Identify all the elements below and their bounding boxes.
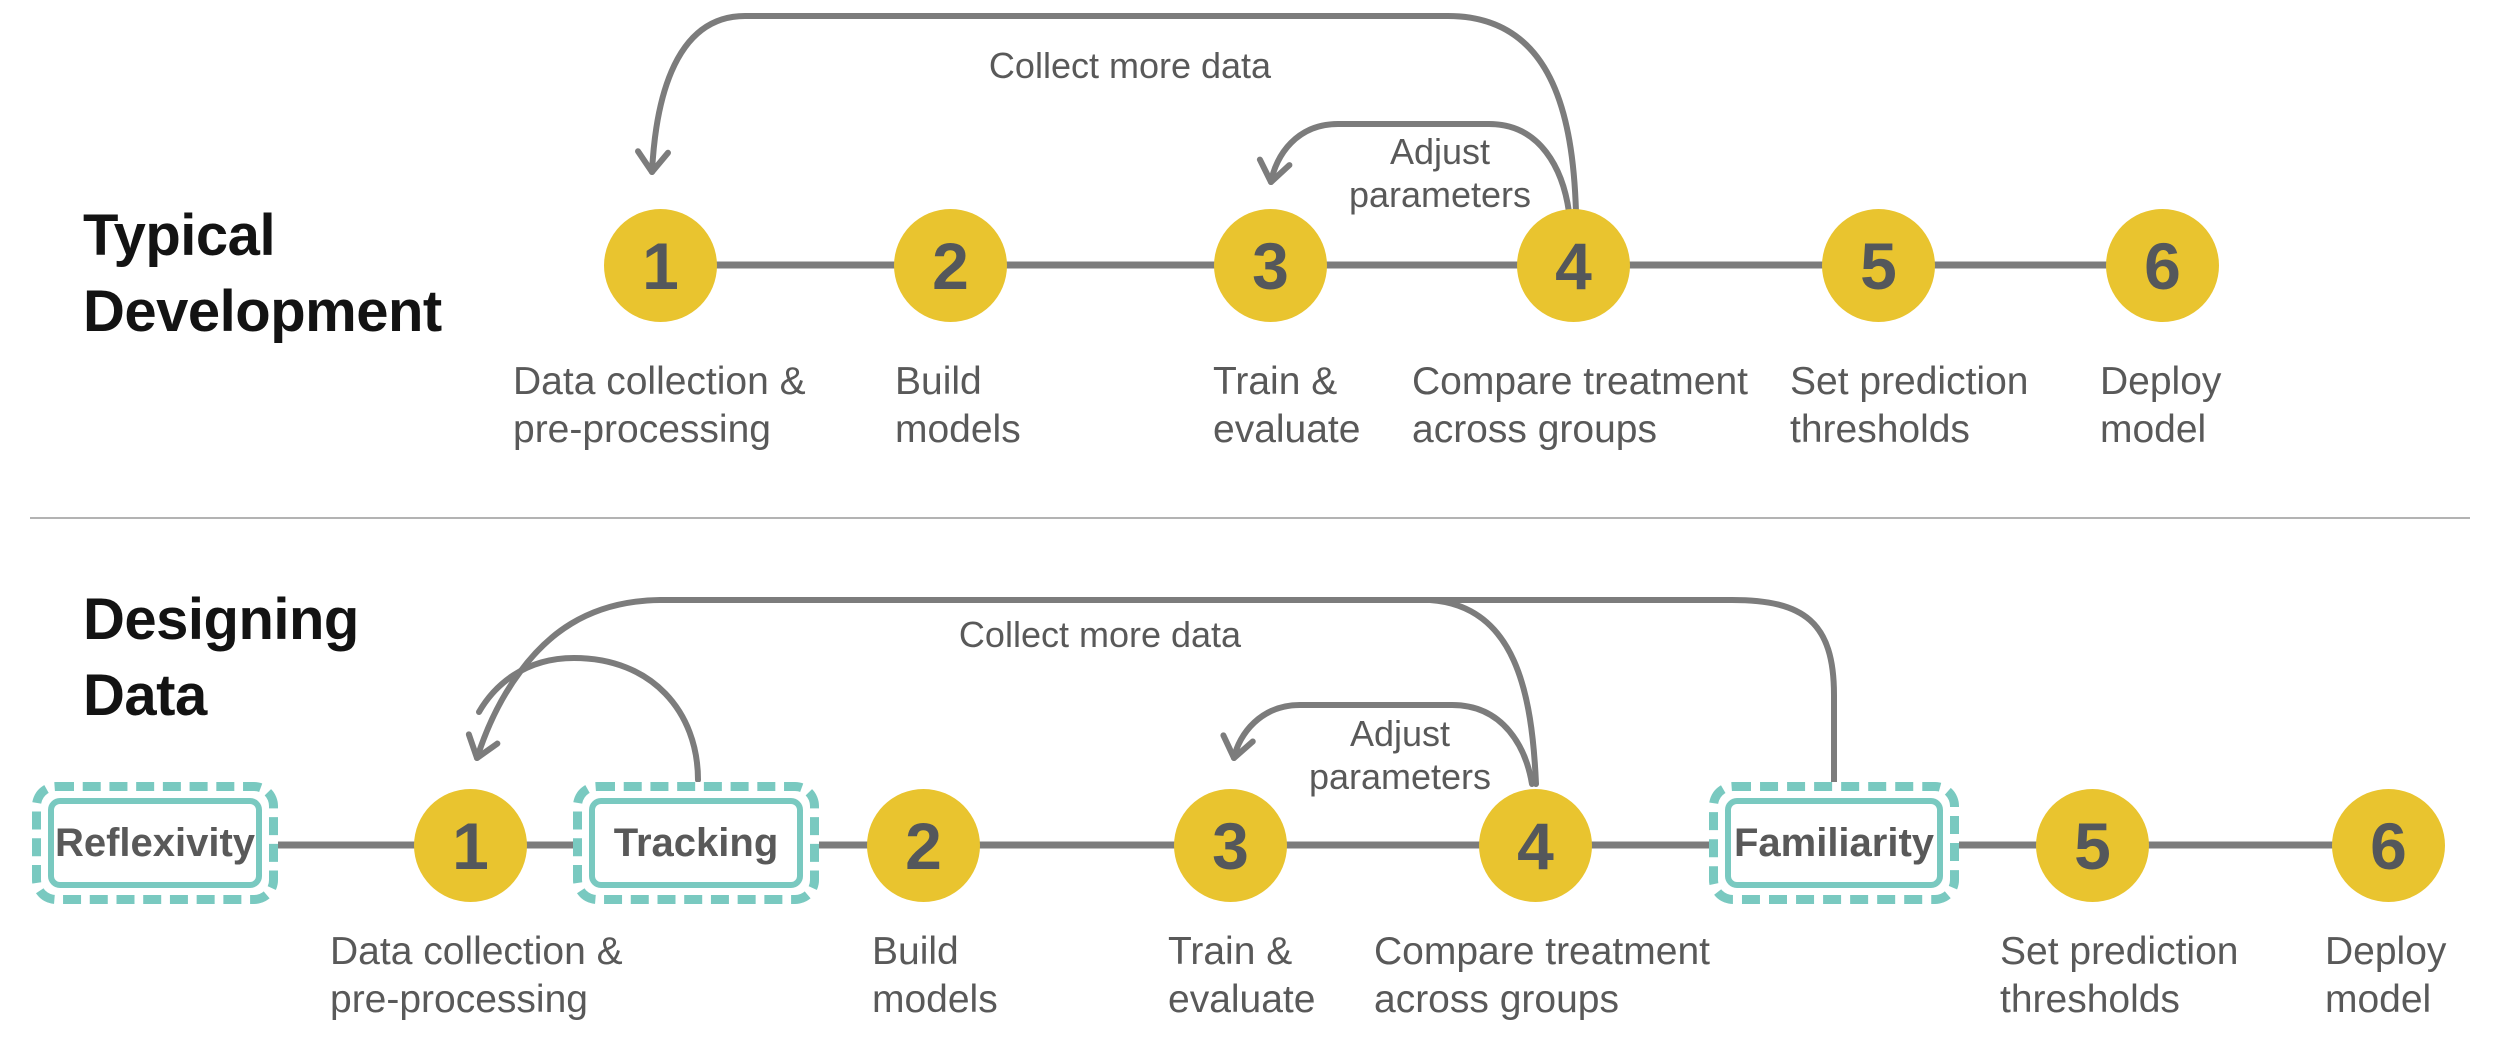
typical-step-label-2: Build models	[895, 360, 1021, 451]
designing-step-label-4: Compare treatment across groups	[1374, 930, 1710, 1021]
typical-step-circle-6: 6	[2106, 209, 2219, 322]
step-number: 4	[1517, 808, 1554, 883]
intervention-box-tracking: Tracking	[573, 782, 819, 904]
designing-adjust-parameters-label: Adjust parameters	[1308, 713, 1492, 797]
typical-step-label-4: Compare treatment across groups	[1412, 360, 1748, 451]
designing-step-label-2: Build models	[872, 930, 998, 1021]
designing-step-label-6: Deploy model	[2325, 930, 2447, 1021]
intervention-label-tracking: Tracking	[589, 798, 803, 888]
designing-section-title: Designing Data	[83, 587, 359, 728]
typical-adjust-parameters-arrow	[1256, 121, 1572, 215]
typical-step-circle-1: 1	[604, 209, 717, 322]
typical-collect-more-data-label: Collect more data	[988, 45, 1272, 86]
designing-step-label-3: Train & evaluate	[1168, 930, 1316, 1021]
intervention-label-familiarity: Familiarity	[1725, 798, 1943, 888]
step-number: 2	[905, 808, 942, 883]
typical-step-label-5: Set prediction thresholds	[1790, 360, 2029, 451]
typical-step-circle-5: 5	[1822, 209, 1935, 322]
step-number: 1	[642, 228, 679, 303]
designing-step-circle-2: 2	[867, 789, 980, 902]
designing-step-circle-3: 3	[1174, 789, 1287, 902]
designing-step-label-1: Data collection & pre-processing	[330, 930, 623, 1021]
step-number: 6	[2370, 808, 2407, 883]
typical-collect-more-data-arrow	[635, 13, 1579, 215]
designing-step-circle-1: 1	[414, 789, 527, 902]
typical-step-circle-3: 3	[1214, 209, 1327, 322]
designing-tracking-loop	[476, 654, 701, 783]
typical-step-circle-2: 2	[894, 209, 1007, 322]
step-number: 5	[2074, 808, 2111, 883]
typical-step-circle-4: 4	[1517, 209, 1630, 322]
intervention-box-reflexivity: Reflexivity	[32, 782, 278, 904]
designing-step-circle-6: 6	[2332, 789, 2445, 902]
step-number: 6	[2144, 228, 2181, 303]
typical-section-title: Typical Development	[83, 203, 442, 344]
step-number: 3	[1212, 808, 1249, 883]
step-number: 4	[1555, 228, 1592, 303]
intervention-box-familiarity: Familiarity	[1709, 782, 1959, 904]
typical-step-label-1: Data collection & pre-processing	[513, 360, 806, 451]
typical-step-label-3: Train & evaluate	[1213, 360, 1361, 451]
designing-collect-more-data-label: Collect more data	[958, 614, 1242, 655]
step-number: 1	[452, 808, 489, 883]
designing-collect-branch-step4	[1427, 597, 1539, 787]
step-number: 3	[1252, 228, 1289, 303]
step-number: 5	[1860, 228, 1897, 303]
designing-collect-more-data-arrow	[465, 597, 1837, 785]
designing-step-label-5: Set prediction thresholds	[2000, 930, 2239, 1021]
step-number: 2	[932, 228, 969, 303]
designing-step-circle-5: 5	[2036, 789, 2149, 902]
designing-step-circle-4: 4	[1479, 789, 1592, 902]
designing-adjust-parameters-arrow	[1220, 702, 1535, 787]
typical-adjust-parameters-label: Adjust parameters	[1348, 131, 1532, 215]
intervention-label-reflexivity: Reflexivity	[48, 798, 262, 888]
typical-step-label-6: Deploy model	[2100, 360, 2222, 451]
